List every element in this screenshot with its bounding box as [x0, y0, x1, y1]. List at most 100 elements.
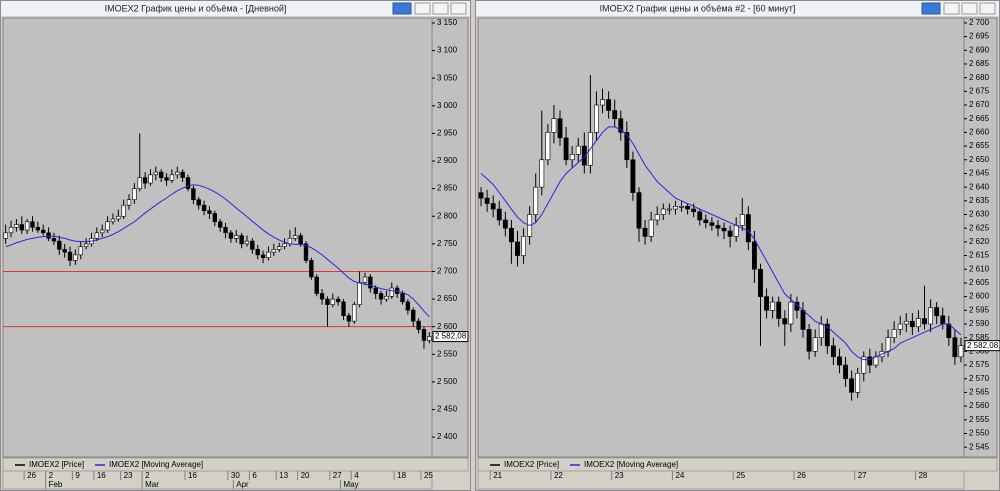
- candle-body: [405, 301, 411, 311]
- y-tick-label: 2 700: [969, 18, 990, 27]
- candle-body: [855, 372, 861, 393]
- price-axis: [963, 17, 998, 458]
- y-tick-label: 3 100: [437, 46, 458, 55]
- candle-body: [35, 226, 41, 231]
- candle-body: [126, 199, 132, 206]
- candle-body: [250, 240, 255, 250]
- candle-body: [515, 241, 520, 256]
- candle-body: [78, 246, 83, 256]
- candle-body: [223, 226, 228, 234]
- y-tick-label: 2 685: [969, 59, 990, 68]
- plot-area: [477, 17, 965, 458]
- candle-body: [575, 145, 581, 155]
- candle-body: [502, 219, 508, 229]
- candle-body: [764, 296, 769, 311]
- candle-body: [260, 254, 266, 258]
- candle-body: [196, 199, 201, 206]
- candle-body: [94, 232, 100, 239]
- candle-body: [309, 260, 314, 278]
- x-tick-label: 26: [27, 471, 36, 480]
- candle-body: [563, 137, 569, 161]
- month-label: Mar: [145, 480, 159, 489]
- y-tick-label: 2 750: [437, 239, 458, 248]
- candle-body: [885, 337, 891, 352]
- month-label: Apr: [236, 480, 249, 489]
- candle-body: [148, 174, 153, 184]
- candle-body: [421, 329, 427, 341]
- x-tick-label: 4: [354, 471, 359, 480]
- x-tick-label: 28: [918, 471, 927, 480]
- price-axis: [431, 17, 469, 458]
- y-tick-label: 2 555: [969, 415, 990, 424]
- y-tick-label: 2 550: [969, 429, 990, 438]
- x-tick-label: 23: [124, 471, 133, 480]
- x-tick-label: 23: [615, 471, 624, 480]
- candle-body: [679, 205, 684, 208]
- x-tick-label: 27: [858, 471, 867, 480]
- candle-body: [137, 177, 142, 189]
- candle-body: [180, 171, 185, 178]
- candle-body: [191, 188, 196, 200]
- candle-body: [776, 301, 782, 319]
- y-tick-label: 2 675: [969, 86, 990, 95]
- pin-button[interactable]: [921, 2, 941, 15]
- candle-body: [169, 174, 175, 181]
- y-tick-label: 2 600: [437, 322, 458, 331]
- candle-body: [362, 276, 368, 283]
- x-tick-label: 13: [279, 471, 288, 480]
- candle-body: [642, 227, 648, 237]
- candle-body: [533, 186, 539, 215]
- candle-body: [508, 227, 514, 243]
- candle-body: [709, 222, 715, 226]
- last-price-box: [964, 340, 1000, 352]
- candle-body: [600, 99, 605, 106]
- close-button[interactable]: [979, 2, 996, 15]
- last-price-label: 2 582,08: [967, 341, 999, 350]
- close-button[interactable]: [450, 2, 467, 15]
- candle-body: [159, 171, 164, 178]
- restore-button[interactable]: [961, 2, 978, 15]
- candle-body: [478, 192, 484, 199]
- candle-body: [46, 232, 51, 239]
- legend-label: IMOEX2 [Price]: [504, 460, 559, 469]
- moving-average-line: [5, 184, 430, 318]
- y-tick-label: 2 690: [969, 45, 990, 54]
- y-tick-label: 2 620: [969, 237, 990, 246]
- restore-button[interactable]: [432, 2, 449, 15]
- candle-body: [751, 241, 757, 270]
- candle-body: [770, 301, 776, 311]
- candle-body: [3, 232, 8, 239]
- candle-body: [636, 192, 642, 229]
- candle-body: [121, 204, 126, 217]
- candle-body: [928, 307, 934, 325]
- minimize-button[interactable]: [414, 2, 431, 15]
- x-tick-label: 9: [75, 471, 80, 480]
- chart-window: IMOEX2 График цены и объёма #2 - [60 мин…: [475, 0, 1000, 491]
- candle-body: [922, 318, 927, 325]
- x-tick-label: 2: [145, 471, 150, 480]
- candle-body: [218, 221, 223, 228]
- y-tick-label: 2 545: [969, 442, 990, 451]
- legend-label: IMOEX2 [Price]: [29, 460, 84, 469]
- candle-body: [745, 214, 751, 243]
- y-tick-label: 2 615: [969, 251, 990, 260]
- x-tick-label: 25: [424, 471, 433, 480]
- candle-body: [314, 276, 319, 294]
- candle-body: [618, 118, 624, 133]
- candle-body: [539, 159, 545, 188]
- x-tick-label: 25: [736, 471, 745, 480]
- x-tick-label: 16: [188, 471, 197, 480]
- candle-body: [303, 243, 309, 261]
- pin-button[interactable]: [392, 2, 412, 15]
- candle-body: [606, 99, 612, 111]
- y-tick-label: 2 625: [969, 223, 990, 232]
- candle-body: [800, 310, 806, 330]
- candle-body: [581, 145, 587, 166]
- title-bar: [476, 1, 999, 16]
- candle-body: [416, 320, 421, 330]
- candle-body: [630, 159, 636, 193]
- candle-body: [812, 337, 818, 352]
- y-tick-label: 2 600: [969, 292, 990, 301]
- minimize-button[interactable]: [943, 2, 960, 15]
